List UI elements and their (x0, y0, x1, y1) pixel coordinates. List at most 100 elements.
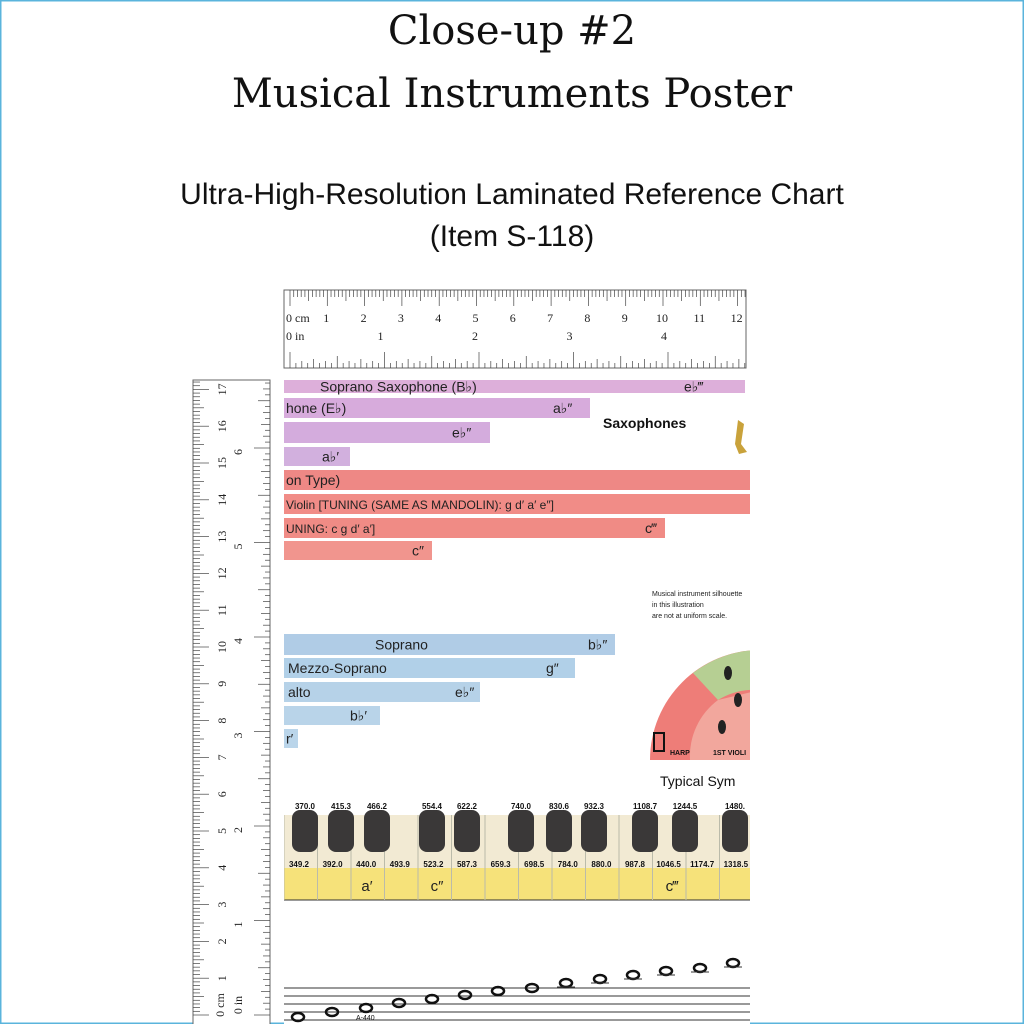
black-key-freq: 932.3 (584, 802, 605, 811)
black-key-freq: 622.2 (457, 802, 478, 811)
ruler-in-label: 5 (231, 544, 245, 550)
keyboard-note: c″ (431, 878, 445, 895)
bar-note: e♭‴ (684, 379, 703, 395)
staff-note (324, 1006, 340, 1018)
black-key-freq: 740.0 (511, 802, 532, 811)
bar-label: Mezzo-Soprano (288, 660, 387, 676)
title: Musical Instruments Poster (232, 71, 793, 117)
instrument-range-bar (284, 729, 298, 748)
scale-note: are not at uniform scale. (652, 613, 727, 620)
black-key (364, 810, 390, 852)
staff-note (358, 1002, 374, 1014)
ruler-cm-label: 8 (584, 311, 590, 325)
ruler-cm-label: 5 (215, 828, 229, 834)
keyboard-note: c‴ (666, 878, 680, 895)
black-key-freq: 1480. (725, 802, 745, 811)
bar-note: a♭′ (322, 449, 339, 465)
ruler-cm-label: 3 (215, 902, 229, 908)
ruler-in-label: 3 (231, 733, 245, 739)
black-key-freq: 830.6 (549, 802, 570, 811)
instrument-range-bar (284, 398, 590, 418)
white-key-freq: 698.5 (524, 860, 545, 869)
white-key-freq: 1318.5 (724, 860, 749, 869)
ruler-cm-label: 9 (622, 311, 628, 325)
subtitle: Ultra-High-Resolution Laminated Referenc… (180, 178, 844, 211)
white-key-freq: 659.3 (491, 860, 512, 869)
wheel-label: HARP (670, 750, 690, 757)
ruler-unit: 0 in (286, 329, 304, 343)
ruler-cm-label: 4 (435, 311, 441, 325)
bar-note: g″ (546, 660, 559, 676)
instrument-icon (724, 666, 732, 680)
white-key-freq: 880.0 (591, 860, 612, 869)
bar-label: UNING: c g d′ a′] (286, 522, 375, 536)
ruler-cm-label: 1 (323, 311, 329, 325)
keyboard-strip (284, 868, 750, 900)
ruler-unit: 0 cm (213, 993, 227, 1017)
white-key-freq: 1174.7 (690, 860, 715, 869)
white-key-freq: 587.3 (457, 860, 478, 869)
instrument-range-bar (284, 447, 350, 466)
ruler-cm-label: 14 (215, 494, 229, 506)
ruler-in-label: 2 (231, 827, 245, 833)
bar-label: Soprano Saxophone (B♭) (320, 379, 477, 395)
staff-note (457, 989, 473, 1001)
instrument-range-bar (284, 518, 665, 538)
bar-note: e♭″ (452, 425, 471, 441)
staff-label: A-440 (356, 1015, 375, 1022)
black-key (508, 810, 534, 852)
instrument-icon (734, 693, 742, 707)
ruler-cm-label: 10 (215, 641, 229, 653)
ruler-cm-label: 15 (215, 457, 229, 469)
ruler-cm-label: 16 (215, 420, 229, 432)
ruler-cm-label: 2 (215, 938, 229, 944)
rulers: 0 cm0 in1 2 3 4 5 6 7 8 9 10 11 121 2 3 40 cm 0 in12345… (192, 289, 747, 1024)
ruler-cm-label: 6 (215, 791, 229, 797)
ruler-cm-label: 7 (215, 754, 229, 760)
ruler-cm-label: 9 (215, 681, 229, 687)
ruler-cm-label: 17 (215, 383, 229, 395)
ruler-in-label: 6 (231, 449, 245, 455)
ruler-top (283, 289, 747, 369)
black-key (454, 810, 480, 852)
ruler-cm-label: 8 (215, 718, 229, 724)
white-key-freq: 784.0 (558, 860, 579, 869)
white-key-freq: 493.9 (390, 860, 411, 869)
bar-label: r′ (286, 731, 294, 747)
bar-label: Soprano (375, 637, 428, 653)
black-key (419, 810, 445, 852)
white-key-freq: 349.2 (289, 860, 310, 869)
black-key (581, 810, 607, 852)
ruler-in-label: 4 (231, 638, 245, 644)
black-key-freq: 370.0 (295, 802, 316, 811)
harp-icon (653, 732, 665, 752)
ruler-in-label: 1 (378, 329, 384, 343)
instrument-range-bar (284, 706, 380, 725)
keyboard-note: a′ (361, 878, 372, 895)
ruler-cm-label: 1 (215, 975, 229, 981)
black-key-freq: 554.4 (422, 802, 443, 811)
ruler-in-label: 4 (661, 329, 667, 343)
bar-label: on Type) (286, 472, 340, 488)
poster: Soprano Saxophone (B♭) e♭‴ hone (E♭) a♭″ e♭″… (284, 379, 750, 1024)
section-title: Saxophones (603, 415, 686, 431)
black-key (546, 810, 572, 852)
ruler-in-label: 2 (472, 329, 478, 343)
white-key-freq: 523.2 (423, 860, 444, 869)
instrument-range-bar (284, 380, 745, 393)
instrument-icon (718, 720, 726, 734)
black-key (328, 810, 354, 852)
subtitle: (Item S-118) (430, 220, 595, 253)
ruler-in-label: 3 (567, 329, 573, 343)
white-key-freq: 392.0 (323, 860, 344, 869)
bar-label: Violin [TUNING (SAME AS MANDOLIN): g d′ … (286, 498, 554, 512)
black-key-freq: 415.3 (331, 802, 352, 811)
staff-note (524, 982, 540, 994)
black-key-freq: 466.2 (367, 802, 388, 811)
ruler-cm-label: 11 (694, 311, 706, 325)
ruler-cm-label: 11 (215, 604, 229, 616)
wheel-label: 1ST VIOLI (713, 750, 746, 757)
black-key (722, 810, 748, 852)
title: Close-up #2 (388, 8, 636, 54)
ruler-cm-label: 12 (215, 567, 229, 579)
